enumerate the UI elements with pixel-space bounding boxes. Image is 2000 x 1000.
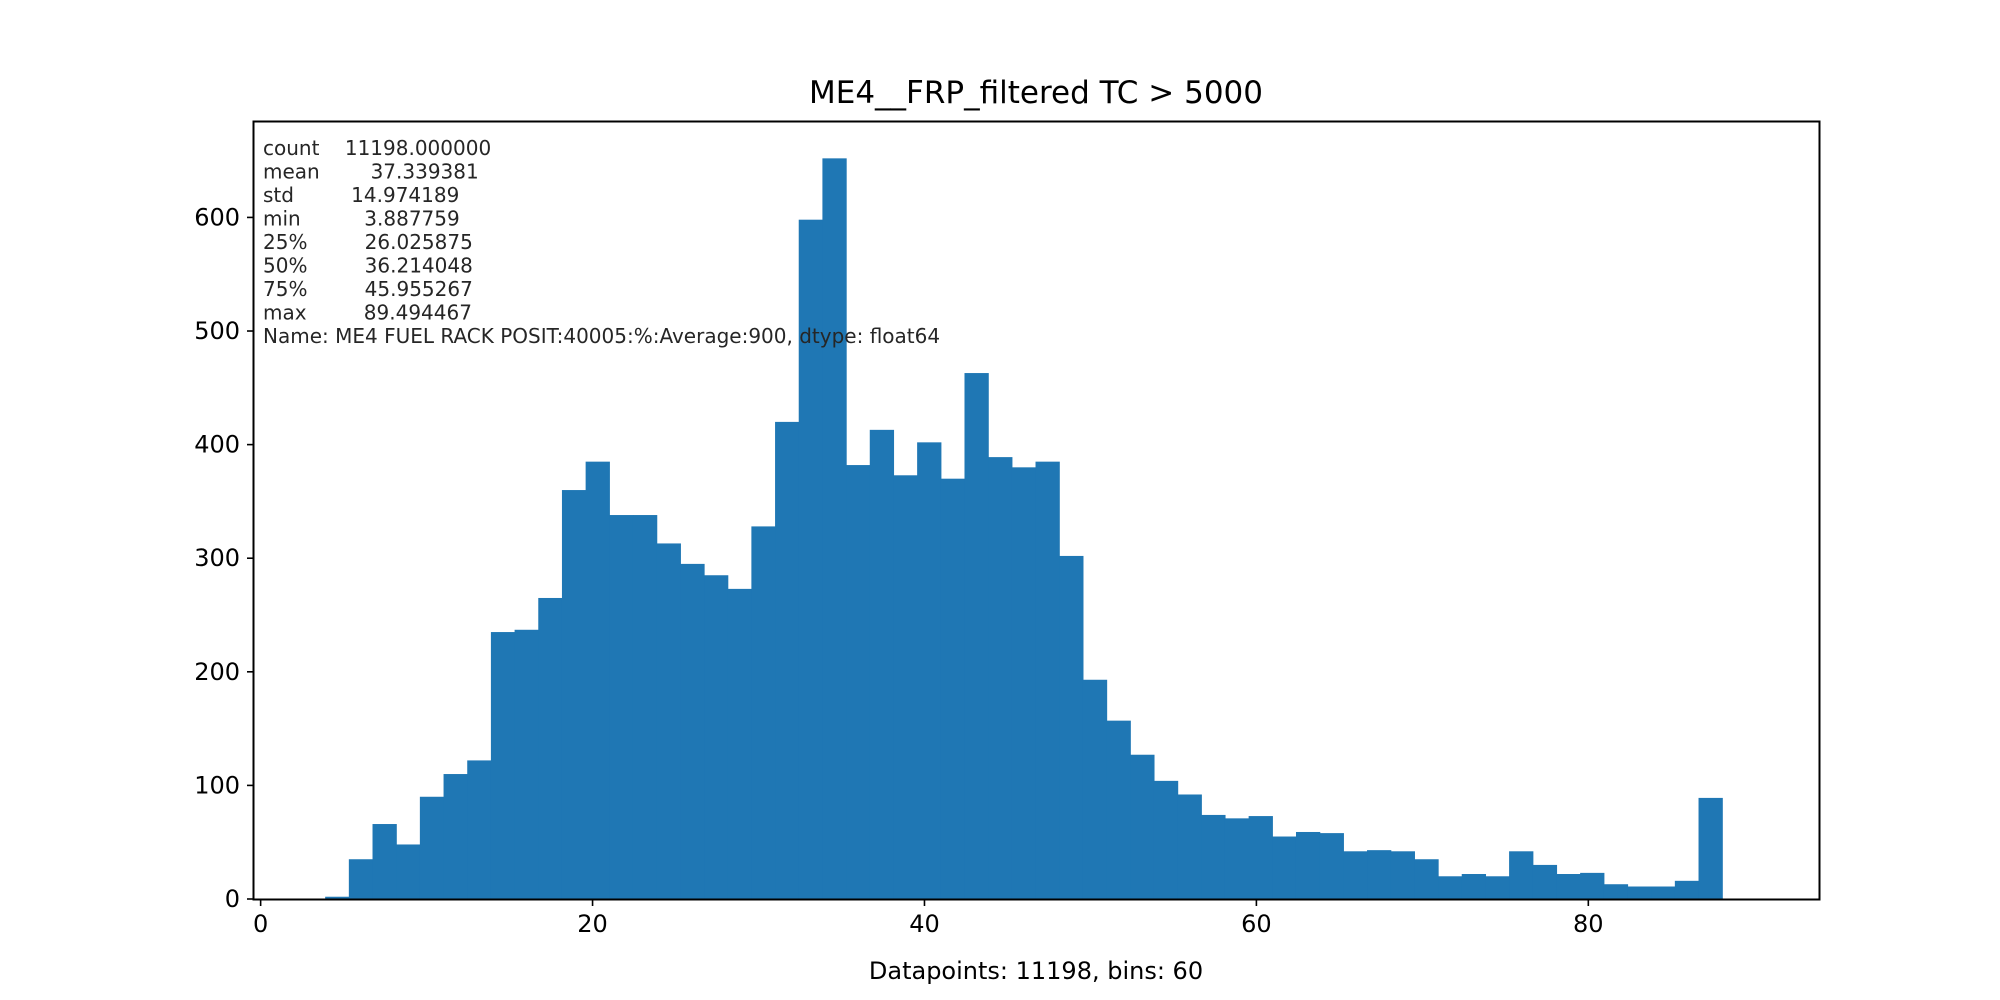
histogram-bar bbox=[1082, 679, 1108, 899]
y-tick-label: 100 bbox=[194, 771, 240, 799]
x-tick-label: 60 bbox=[1241, 910, 1272, 938]
histogram-bar bbox=[1035, 461, 1060, 899]
histogram-bar bbox=[775, 421, 800, 899]
histogram-bar bbox=[893, 475, 918, 899]
histogram-bar bbox=[822, 158, 847, 900]
histogram-bar bbox=[964, 373, 989, 899]
histogram-bar bbox=[348, 859, 374, 899]
histogram-bar bbox=[1414, 859, 1439, 899]
histogram-bar bbox=[680, 563, 705, 899]
stats-line: max 89.494467 bbox=[263, 301, 472, 325]
y-tick-label: 600 bbox=[194, 203, 240, 231]
histogram-bar bbox=[1367, 850, 1392, 899]
stats-line: min 3.887759 bbox=[263, 207, 460, 231]
histogram-bar bbox=[490, 632, 516, 899]
histogram-bar bbox=[561, 490, 587, 899]
histogram-bar bbox=[1390, 851, 1415, 899]
histogram-bar bbox=[1011, 467, 1037, 899]
histogram-bar bbox=[1580, 872, 1605, 899]
histogram-bar bbox=[1532, 864, 1558, 899]
histogram-bar bbox=[704, 575, 729, 899]
stats-line: 25% 26.025875 bbox=[263, 230, 473, 254]
histogram-bar bbox=[443, 774, 468, 899]
x-tick-label: 40 bbox=[909, 910, 940, 938]
histogram-bar bbox=[467, 760, 492, 899]
histogram-bar bbox=[1556, 874, 1581, 899]
histogram-bar bbox=[1603, 884, 1629, 899]
histogram-bar bbox=[917, 442, 942, 899]
histogram-bar bbox=[1343, 851, 1368, 899]
histogram-bar bbox=[632, 515, 658, 899]
histogram-bar bbox=[1674, 880, 1700, 899]
chart-title: ME4__FRP_filtered TC > 5000 bbox=[809, 75, 1263, 111]
histogram-bar bbox=[1177, 794, 1202, 899]
histogram-bar bbox=[1698, 797, 1723, 899]
histogram-bar bbox=[325, 896, 350, 899]
histogram-bar bbox=[1295, 831, 1321, 899]
x-axis-label: Datapoints: 11198, bins: 60 bbox=[869, 957, 1203, 985]
bars-group bbox=[325, 158, 1723, 900]
histogram-bar bbox=[1130, 754, 1155, 899]
histogram-bar bbox=[538, 597, 563, 899]
histogram-bar bbox=[988, 457, 1013, 899]
y-tick-label: 400 bbox=[194, 431, 240, 459]
y-tick-label: 0 bbox=[225, 885, 240, 913]
plot-frame bbox=[252, 120, 1821, 901]
histogram-bar bbox=[1248, 816, 1273, 899]
histogram-bar bbox=[1485, 876, 1510, 899]
stats-line: Name: ME4 FUEL RACK POSIT:40005:%:Averag… bbox=[263, 324, 940, 348]
histogram-bar bbox=[1059, 555, 1084, 899]
histogram-bar bbox=[514, 629, 539, 899]
histogram-bar bbox=[1106, 720, 1131, 899]
histogram-bar bbox=[1438, 876, 1463, 899]
histogram-bar bbox=[727, 588, 752, 899]
histogram-bar bbox=[1627, 886, 1652, 899]
stats-line: 50% 36.214048 bbox=[263, 254, 473, 278]
stats-line: std 14.974189 bbox=[263, 183, 459, 207]
histogram-bar bbox=[396, 844, 421, 899]
stats-line: 75% 45.955267 bbox=[263, 277, 473, 301]
y-axis: 0 100 200 300 400 500 600 bbox=[194, 203, 254, 913]
histogram-bar bbox=[656, 543, 681, 899]
histogram-bar bbox=[1224, 818, 1250, 899]
histogram-bar bbox=[1153, 780, 1179, 899]
histogram-bar bbox=[869, 429, 895, 899]
histogram-bar bbox=[1651, 886, 1676, 899]
x-tick-label: 20 bbox=[577, 910, 608, 938]
histogram-bar bbox=[798, 219, 824, 899]
y-tick-label: 300 bbox=[194, 544, 240, 572]
histogram-bar bbox=[940, 478, 966, 899]
x-tick-label: 80 bbox=[1573, 910, 1604, 938]
histogram-bar bbox=[609, 515, 634, 899]
x-axis: 0 20 40 60 80 bbox=[253, 899, 1604, 938]
stats-line: count 11198.000000 bbox=[263, 136, 491, 160]
histogram-bar bbox=[846, 465, 871, 899]
histogram-bar bbox=[751, 526, 776, 899]
histogram-bar bbox=[1319, 833, 1344, 899]
histogram-bar bbox=[419, 796, 445, 899]
histogram-bar bbox=[585, 461, 610, 899]
histogram-bar bbox=[1201, 814, 1226, 899]
y-tick-label: 200 bbox=[194, 658, 240, 686]
x-tick-label: 0 bbox=[253, 910, 268, 938]
stats-line: mean 37.339381 bbox=[263, 160, 479, 184]
histogram-bar bbox=[1509, 851, 1534, 899]
histogram-bar bbox=[1461, 874, 1487, 899]
histogram-bar bbox=[372, 824, 397, 899]
histogram-bar bbox=[1272, 836, 1297, 899]
y-tick-label: 500 bbox=[194, 317, 240, 345]
